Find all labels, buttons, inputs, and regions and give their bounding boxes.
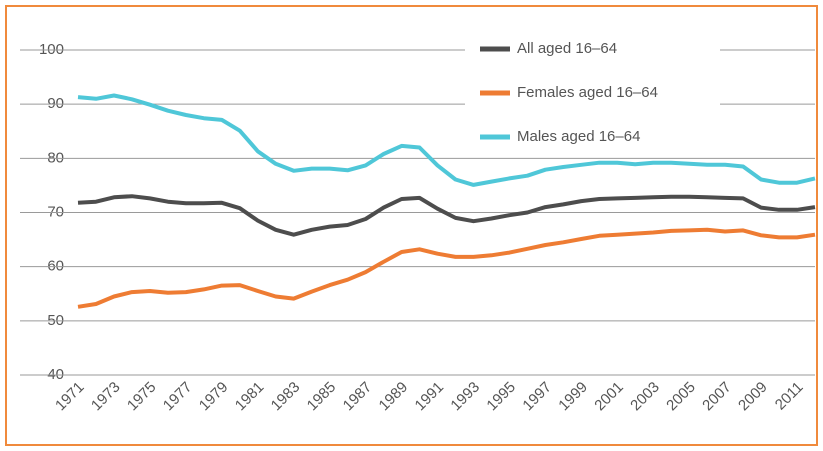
y-tick-label: 70 (47, 203, 64, 220)
x-tick-label: 1999 (555, 379, 591, 415)
x-tick-label: 1993 (447, 379, 483, 415)
y-tick-label: 100 (39, 41, 64, 58)
x-tick-label: 1995 (483, 379, 519, 415)
legend-label: Males aged 16–64 (517, 128, 640, 145)
x-tick-label: 2007 (699, 379, 735, 415)
legend-label: Females aged 16–64 (517, 84, 658, 101)
x-tick-label: 1977 (160, 379, 196, 415)
x-tick-label: 2003 (627, 379, 663, 415)
y-tick-label: 60 (47, 258, 64, 275)
legend-label: All aged 16–64 (517, 40, 617, 57)
series-line (77, 194, 816, 237)
y-tick-label: 80 (47, 149, 64, 166)
x-tick-label: 1989 (376, 379, 412, 415)
x-tick-label: 1991 (412, 379, 448, 415)
y-tick-label: 50 (47, 312, 64, 329)
x-tick-label: 1985 (304, 379, 340, 415)
x-tick-label: 1987 (340, 379, 376, 415)
x-tick-label: 2001 (591, 379, 627, 415)
series-line (77, 227, 816, 309)
y-tick-label: 40 (47, 366, 64, 383)
series-line (77, 93, 816, 187)
frame (5, 5, 818, 446)
x-tick-label: 1983 (268, 379, 304, 415)
x-tick-label: 1997 (519, 379, 555, 415)
x-tick-label: 2005 (663, 379, 699, 415)
x-tick-label: 1979 (196, 379, 232, 415)
x-tick-label: 2011 (772, 379, 807, 414)
x-tick-label: 1981 (232, 379, 268, 415)
x-tick-label: 1975 (124, 379, 160, 415)
x-tick-label: 2009 (735, 379, 771, 415)
x-tick-label: 1973 (88, 379, 124, 415)
y-tick-label: 90 (47, 95, 64, 112)
x-tick-label: 1971 (52, 379, 88, 415)
